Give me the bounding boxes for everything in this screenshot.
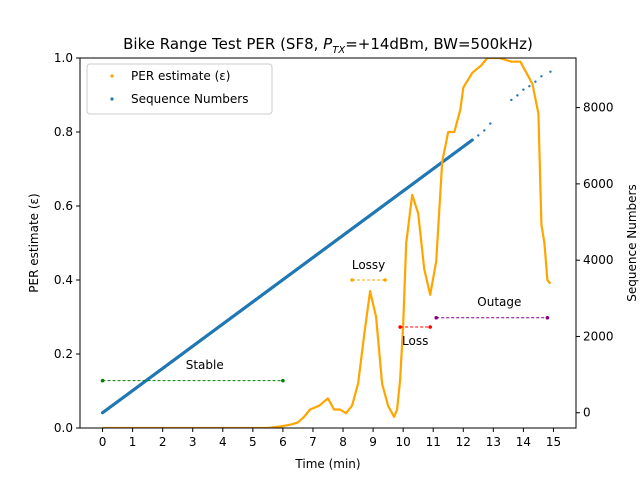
- y-right-tick-label: 2000: [583, 329, 614, 343]
- plot-frame: [79, 57, 577, 429]
- y-left-tick-label: 0.6: [54, 199, 73, 213]
- y-axis-right: 0 2000 4000 6000 8000: [576, 101, 614, 420]
- x-tick-label: 10: [396, 435, 411, 449]
- legend-marker-seq: [110, 97, 114, 101]
- y-left-tick-label: 1.0: [54, 51, 73, 65]
- x-tick-label: 7: [309, 435, 317, 449]
- per-series-line: [102, 58, 552, 428]
- annotation-marker-stable: [281, 378, 285, 383]
- x-tick-label: 12: [456, 435, 471, 449]
- series-layer: [100, 58, 552, 428]
- seq-point: [483, 129, 486, 132]
- legend-label-seq: Sequence Numbers: [131, 92, 248, 106]
- x-tick-label: 15: [546, 435, 561, 449]
- annotation-marker-lossy: [350, 278, 354, 282]
- title-part-1: Bike Range Test PER (SF8,: [123, 35, 323, 53]
- annotation-marker-loss: [428, 325, 433, 329]
- x-tick-label: 9: [369, 435, 377, 449]
- annotation-marker-outage: [545, 315, 550, 320]
- legend-marker-per: [110, 74, 114, 78]
- y-left-tick-label: 0.0: [54, 421, 73, 435]
- y-left-tick-label: 0.4: [54, 273, 73, 287]
- title-part-4: =+14dBm, BW=500kHz): [345, 35, 533, 53]
- x-tick-label: 2: [159, 435, 167, 449]
- annotation-layer: Stable Lossy Loss Outage: [100, 258, 550, 383]
- annotation-marker-lossy: [383, 278, 387, 282]
- x-tick-label: 0: [99, 435, 107, 449]
- y-left-tick-label: 0.2: [54, 347, 73, 361]
- seq-point: [534, 80, 537, 83]
- x-tick-label: 8: [339, 435, 347, 449]
- x-axis-label: Time (min): [294, 457, 360, 471]
- x-tick-label: 11: [426, 435, 441, 449]
- x-axis: 0 1 2 3 4 5 6 7 8 9 10 11 12 13 14 15: [99, 428, 561, 449]
- annotation-marker-stable: [100, 378, 105, 383]
- seq-point: [489, 122, 492, 125]
- y-right-tick-label: 6000: [583, 177, 614, 191]
- legend: PER estimate (ε) Sequence Numbers: [86, 63, 273, 115]
- seq-point: [516, 94, 519, 97]
- x-tick-label: 14: [516, 435, 531, 449]
- seq-point: [522, 88, 525, 91]
- annotation-marker-outage: [434, 315, 439, 320]
- chart-title: Bike Range Test PER (SF8, PTX=+14dBm, BW…: [123, 35, 533, 56]
- annotation-label-lossy: Lossy: [352, 258, 385, 272]
- y-right-tick-label: 4000: [583, 253, 614, 267]
- y-right-tick-label: 8000: [583, 101, 614, 115]
- x-tick-label: 4: [219, 435, 227, 449]
- seq-point: [528, 85, 531, 88]
- y-axis-left-label: PER estimate (ε): [27, 193, 41, 292]
- title-part-2: P: [323, 35, 333, 53]
- x-tick-label: 5: [249, 435, 257, 449]
- legend-box: [86, 63, 273, 115]
- y-axis-right-label: Sequence Numbers: [625, 184, 639, 301]
- seq-point: [510, 98, 513, 102]
- y-axis-left: 0.0 0.2 0.4 0.6 0.8 1.0: [54, 51, 80, 435]
- seq-point: [549, 70, 552, 73]
- title-part-3: TX: [332, 45, 346, 56]
- seq-point: [477, 134, 480, 137]
- seq-point: [540, 75, 543, 78]
- x-tick-label: 13: [486, 435, 501, 449]
- y-left-tick-label: 0.8: [54, 125, 73, 139]
- annotation-label-loss: Loss: [402, 334, 428, 348]
- annotation-label-outage: Outage: [477, 295, 521, 309]
- x-tick-label: 3: [189, 435, 197, 449]
- x-tick-label: 1: [129, 435, 137, 449]
- seq-series-line: [100, 138, 474, 415]
- x-tick-label: 6: [279, 435, 287, 449]
- annotation-marker-loss: [398, 325, 402, 329]
- annotation-label-stable: Stable: [186, 358, 224, 372]
- y-right-tick-label: 0: [583, 406, 591, 420]
- legend-label-per: PER estimate (ε): [131, 69, 230, 83]
